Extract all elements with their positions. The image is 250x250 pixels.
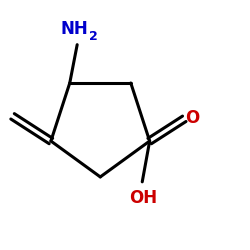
Text: OH: OH bbox=[130, 189, 158, 207]
Text: O: O bbox=[185, 108, 199, 126]
Text: 2: 2 bbox=[89, 30, 98, 43]
Text: NH: NH bbox=[61, 20, 88, 38]
